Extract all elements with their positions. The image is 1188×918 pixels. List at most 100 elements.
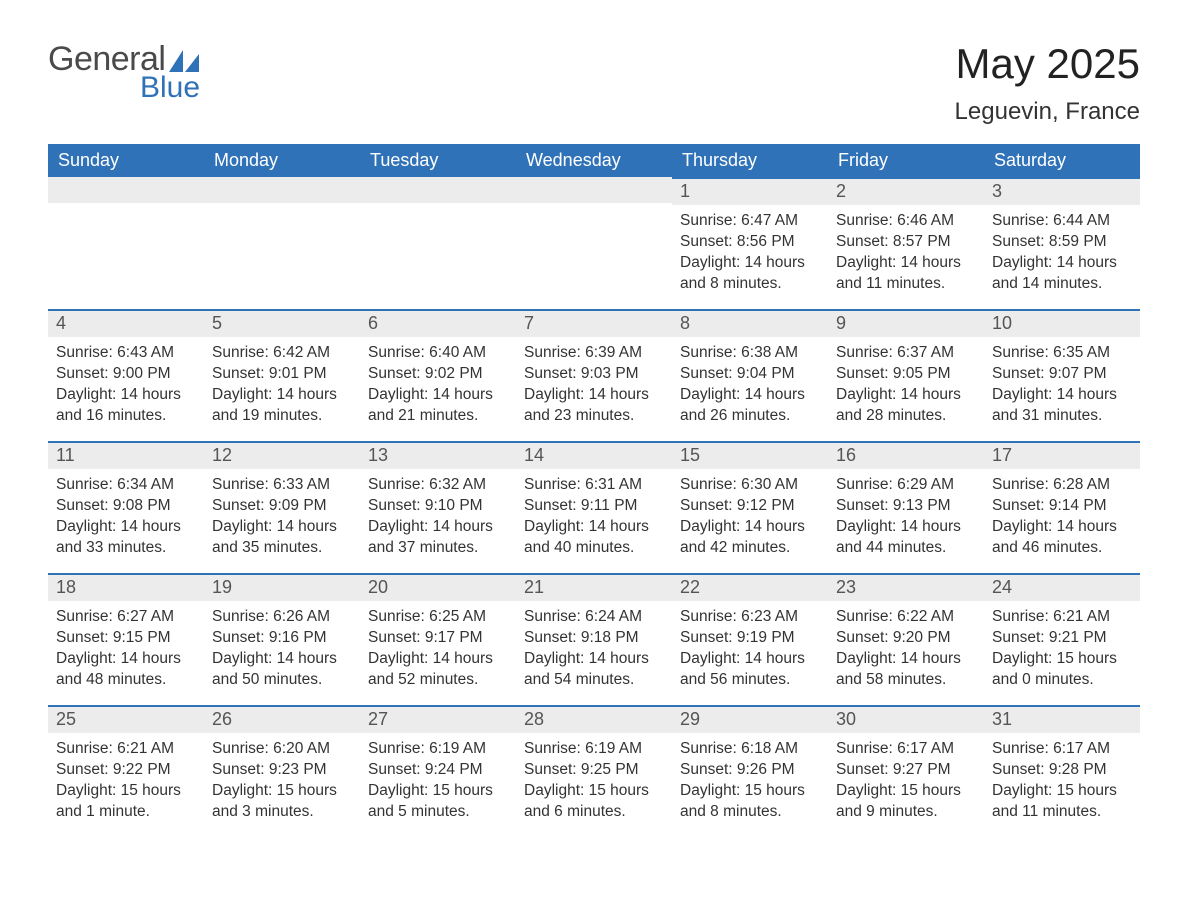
sunrise-line: Sunrise: 6:35 AM — [992, 343, 1132, 364]
weekday-header: Sunday — [48, 144, 204, 177]
daylight-line: Daylight: 14 hours and 42 minutes. — [680, 517, 820, 559]
day-details: Sunrise: 6:35 AMSunset: 9:07 PMDaylight:… — [984, 337, 1140, 431]
day-number: 5 — [204, 309, 360, 337]
day-number: 30 — [828, 705, 984, 733]
day-number: 16 — [828, 441, 984, 469]
day-number: 21 — [516, 573, 672, 601]
day-number: 10 — [984, 309, 1140, 337]
sunset-line: Sunset: 9:10 PM — [368, 496, 508, 517]
sunrise-line: Sunrise: 6:29 AM — [836, 475, 976, 496]
day-number: 23 — [828, 573, 984, 601]
brand-word-blue: Blue — [140, 71, 200, 105]
day-details: Sunrise: 6:17 AMSunset: 9:28 PMDaylight:… — [984, 733, 1140, 827]
day-cell: 21 Sunrise: 6:24 AMSunset: 9:18 PMDayligh… — [516, 573, 672, 705]
day-cell: 8Sunrise: 6:38 AMSunset: 9:04 PMDaylight… — [672, 309, 828, 441]
day-details: Sunrise: 6:19 AMSunset: 9:24 PMDaylight:… — [360, 733, 516, 827]
day-cell: 12Sunrise: 6:33 AMSunset: 9:09 PMDayligh… — [204, 441, 360, 573]
day-cell: 2Sunrise: 6:46 AMSunset: 8:57 PMDaylight… — [828, 177, 984, 309]
day-number: 3 — [984, 177, 1140, 205]
sunrise-line: Sunrise: 6:21 AM — [56, 739, 196, 760]
sunset-line: Sunset: 9:24 PM — [368, 760, 508, 781]
daylight-line: Daylight: 15 hours and 6 minutes. — [524, 781, 664, 823]
sail-icon — [169, 50, 199, 72]
daylight-line: Daylight: 15 hours and 3 minutes. — [212, 781, 352, 823]
daylight-line: Daylight: 15 hours and 0 minutes. — [992, 649, 1132, 691]
sunrise-line: Sunrise: 6:40 AM — [368, 343, 508, 364]
day-cell: 20Sunrise: 6:25 AMSunset: 9:17 PMDayligh… — [360, 573, 516, 705]
day-number: 28 — [516, 705, 672, 733]
sunset-line: Sunset: 9:09 PM — [212, 496, 352, 517]
sunrise-line: Sunrise: 6:19 AM — [368, 739, 508, 760]
day-details: Sunrise: 6:19 AMSunset: 9:25 PMDaylight:… — [516, 733, 672, 827]
sunset-line: Sunset: 9:05 PM — [836, 364, 976, 385]
day-number: 2 — [828, 177, 984, 205]
day-number: 26 — [204, 705, 360, 733]
day-cell: 23Sunrise: 6:22 AMSunset: 9:20 PMDayligh… — [828, 573, 984, 705]
sunset-line: Sunset: 9:01 PM — [212, 364, 352, 385]
day-number: 14 — [516, 441, 672, 469]
sunrise-line: Sunrise: 6:26 AM — [212, 607, 352, 628]
day-cell: 30Sunrise: 6:17 AMSunset: 9:27 PMDayligh… — [828, 705, 984, 837]
weekday-header: Thursday — [672, 144, 828, 177]
day-cell: 3Sunrise: 6:44 AMSunset: 8:59 PMDaylight… — [984, 177, 1140, 309]
sunrise-line: Sunrise: 6:17 AM — [992, 739, 1132, 760]
sunset-line: Sunset: 9:27 PM — [836, 760, 976, 781]
day-number: 1 — [672, 177, 828, 205]
empty-cell — [360, 177, 516, 309]
daylight-line: Daylight: 14 hours and 44 minutes. — [836, 517, 976, 559]
day-details: Sunrise: 6:33 AMSunset: 9:09 PMDaylight:… — [204, 469, 360, 563]
day-cell: 7Sunrise: 6:39 AMSunset: 9:03 PMDaylight… — [516, 309, 672, 441]
sunrise-line: Sunrise: 6:21 AM — [992, 607, 1132, 628]
week-row: 1Sunrise: 6:47 AMSunset: 8:56 PMDaylight… — [48, 177, 1140, 309]
empty-cell — [516, 177, 672, 309]
day-details: Sunrise: 6:37 AMSunset: 9:05 PMDaylight:… — [828, 337, 984, 431]
sunset-line: Sunset: 9:21 PM — [992, 628, 1132, 649]
sunrise-line: Sunrise: 6:24 AM — [524, 607, 664, 628]
day-details: Sunrise: 6:40 AMSunset: 9:02 PMDaylight:… — [360, 337, 516, 431]
sunrise-line: Sunrise: 6:46 AM — [836, 211, 976, 232]
sunset-line: Sunset: 9:23 PM — [212, 760, 352, 781]
day-cell: 5Sunrise: 6:42 AMSunset: 9:01 PMDaylight… — [204, 309, 360, 441]
day-number: 29 — [672, 705, 828, 733]
day-cell: 24Sunrise: 6:21 AMSunset: 9:21 PMDayligh… — [984, 573, 1140, 705]
daylight-line: Daylight: 14 hours and 54 minutes. — [524, 649, 664, 691]
sunrise-line: Sunrise: 6:28 AM — [992, 475, 1132, 496]
sunrise-line: Sunrise: 6:19 AM — [524, 739, 664, 760]
location: Leguevin, France — [955, 98, 1140, 126]
sunrise-line: Sunrise: 6:22 AM — [836, 607, 976, 628]
daylight-line: Daylight: 15 hours and 1 minute. — [56, 781, 196, 823]
day-number: 6 — [360, 309, 516, 337]
day-number: 25 — [48, 705, 204, 733]
daylight-line: Daylight: 14 hours and 21 minutes. — [368, 385, 508, 427]
day-cell: 31Sunrise: 6:17 AMSunset: 9:28 PMDayligh… — [984, 705, 1140, 837]
day-cell: 9Sunrise: 6:37 AMSunset: 9:05 PMDaylight… — [828, 309, 984, 441]
daylight-line: Daylight: 14 hours and 11 minutes. — [836, 253, 976, 295]
day-details: Sunrise: 6:21 AMSunset: 9:21 PMDaylight:… — [984, 601, 1140, 695]
daylight-line: Daylight: 14 hours and 8 minutes. — [680, 253, 820, 295]
day-details: Sunrise: 6:21 AMSunset: 9:22 PMDaylight:… — [48, 733, 204, 827]
sunset-line: Sunset: 9:04 PM — [680, 364, 820, 385]
day-details: Sunrise: 6:38 AMSunset: 9:04 PMDaylight:… — [672, 337, 828, 431]
day-cell: 22Sunrise: 6:23 AMSunset: 9:19 PMDayligh… — [672, 573, 828, 705]
sunset-line: Sunset: 9:12 PM — [680, 496, 820, 517]
day-number: 19 — [204, 573, 360, 601]
day-details: Sunrise: 6:23 AMSunset: 9:19 PMDaylight:… — [672, 601, 828, 695]
sunrise-line: Sunrise: 6:20 AM — [212, 739, 352, 760]
day-number: 4 — [48, 309, 204, 337]
day-details: Sunrise: 6:22 AMSunset: 9:20 PMDaylight:… — [828, 601, 984, 695]
sunset-line: Sunset: 8:59 PM — [992, 232, 1132, 253]
daylight-line: Daylight: 14 hours and 37 minutes. — [368, 517, 508, 559]
daylight-line: Daylight: 15 hours and 11 minutes. — [992, 781, 1132, 823]
sunset-line: Sunset: 9:18 PM — [524, 628, 664, 649]
weekday-header: Saturday — [984, 144, 1140, 177]
sunset-line: Sunset: 9:20 PM — [836, 628, 976, 649]
day-number: 8 — [672, 309, 828, 337]
day-details: Sunrise: 6:32 AMSunset: 9:10 PMDaylight:… — [360, 469, 516, 563]
daylight-line: Daylight: 14 hours and 33 minutes. — [56, 517, 196, 559]
day-details: Sunrise: 6:25 AMSunset: 9:17 PMDaylight:… — [360, 601, 516, 695]
title-block: May 2025 Leguevin, France — [955, 40, 1140, 126]
weekday-header: Friday — [828, 144, 984, 177]
day-number: 11 — [48, 441, 204, 469]
sunset-line: Sunset: 9:17 PM — [368, 628, 508, 649]
sunrise-line: Sunrise: 6:38 AM — [680, 343, 820, 364]
